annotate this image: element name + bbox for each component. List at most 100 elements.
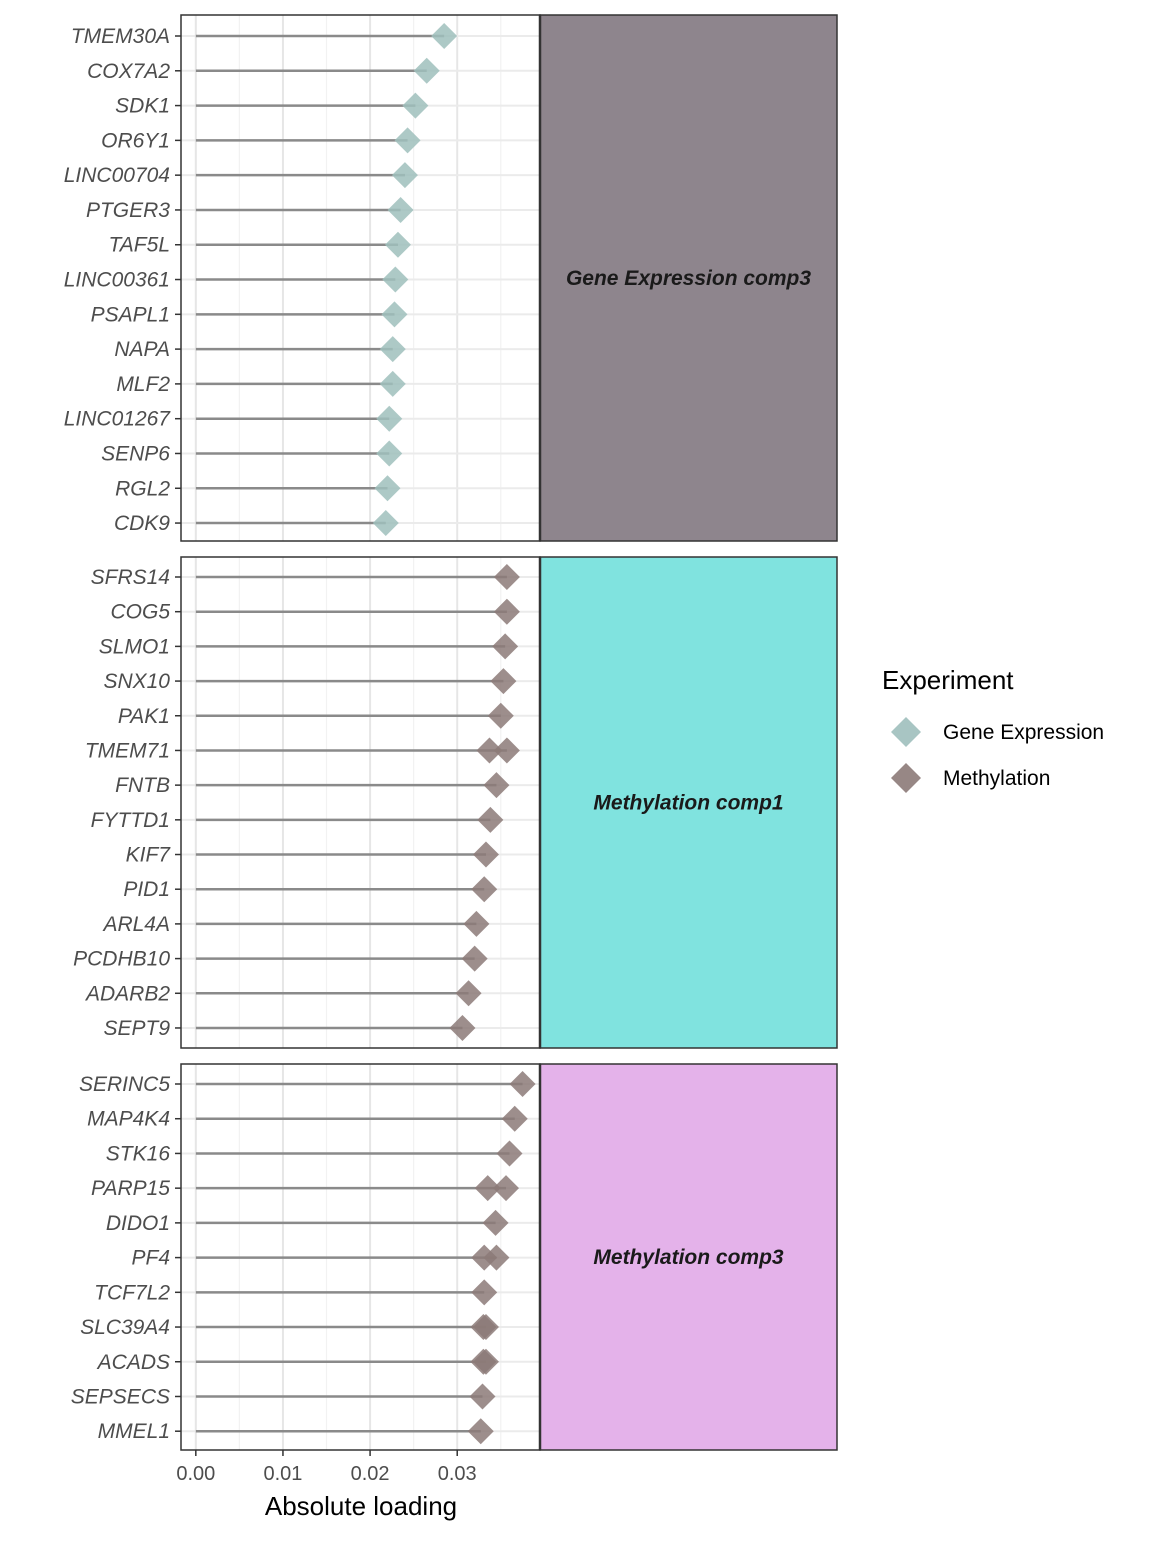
gene-label: RGL2 (115, 477, 170, 500)
gene-label: SEPT9 (103, 1017, 170, 1040)
loading-point (490, 668, 517, 695)
loading-point (472, 841, 499, 868)
loading-point (449, 1014, 476, 1041)
gene-label: PAK1 (118, 705, 170, 728)
gene-label: PCDHB10 (73, 948, 170, 971)
gene-label: TMEM30A (71, 25, 170, 48)
gene-label: ARL4A (101, 913, 170, 936)
gene-label: SDK1 (115, 95, 170, 118)
gene-label: PF4 (131, 1247, 170, 1270)
loading-point (472, 1348, 499, 1375)
loading-point (476, 737, 503, 764)
gene-label: SNX10 (103, 670, 170, 693)
loading-point (477, 806, 504, 833)
facet-panel: SFRS14 COG5 SLMO1 SNX10 PAK1 TMEM71 FNTB FYTTD1… (73, 556, 838, 1049)
loading-point (374, 475, 401, 502)
facet-strip-label: Methylation comp1 (593, 792, 783, 815)
loading-point (509, 1071, 536, 1097)
gene-label: DIDO1 (106, 1212, 170, 1235)
loading-point (376, 440, 403, 467)
legend-label: Methylation (943, 767, 1050, 790)
loading-point (483, 1244, 510, 1271)
gene-label: TMEM71 (85, 739, 170, 762)
x-axis-title: Absolute loading (265, 1491, 457, 1521)
loading-point (381, 301, 408, 328)
gene-label: PTGER3 (86, 199, 170, 222)
gene-label: PSAPL1 (91, 303, 170, 326)
gene-label: SERINC5 (79, 1073, 170, 1096)
gene-label: SFRS14 (91, 566, 170, 589)
loading-point (487, 702, 514, 729)
gene-label: PID1 (123, 878, 170, 901)
loading-point (413, 57, 440, 84)
x-tick-label: 0.01 (263, 1463, 302, 1485)
loading-point (474, 1175, 501, 1202)
panels-layer: TMEM30A COX7A2 SDK1 OR6Y1 LINC00704 PTGER3 TAF… (64, 14, 838, 1451)
gene-label: MAP4K4 (87, 1108, 170, 1131)
gene-label: LINC00361 (64, 269, 170, 292)
loading-point (431, 23, 458, 49)
gene-label: OR6Y1 (101, 129, 170, 152)
loading-point (384, 231, 411, 258)
x-axis: 0.00 0.01 0.02 0.03 (176, 1450, 477, 1485)
legend-entry: Gene Expression (891, 717, 1104, 747)
x-tick-label: 0.00 (176, 1463, 215, 1485)
legend-key (891, 763, 921, 793)
gene-label: LINC01267 (64, 408, 172, 431)
legend-entry: Methylation (891, 763, 1050, 793)
facet-strip-label: Gene Expression comp3 (566, 267, 811, 290)
gene-label: TCF7L2 (94, 1281, 170, 1304)
loading-point (493, 1175, 520, 1202)
legend-title: Experiment (882, 665, 1014, 695)
gene-label: SLC39A4 (80, 1316, 170, 1339)
loading-point (402, 92, 429, 119)
loading-point (493, 598, 520, 625)
gene-label: PARP15 (91, 1177, 170, 1200)
loading-point (461, 945, 488, 972)
gene-label: SEPSECS (71, 1385, 170, 1408)
loading-point (483, 772, 510, 799)
loading-point (471, 876, 498, 903)
loading-point (463, 910, 490, 937)
facet-strip (539, 1063, 838, 1451)
gene-label: FNTB (115, 774, 170, 797)
loading-point (394, 127, 421, 154)
x-tick-label: 0.02 (351, 1463, 390, 1485)
loading-point (482, 1209, 509, 1236)
facet-strip (539, 14, 838, 542)
gene-label: CDK9 (114, 512, 170, 535)
gene-label: NAPA (114, 338, 170, 361)
loading-point (372, 510, 399, 537)
loading-point (391, 162, 418, 189)
gene-label: ACADS (96, 1351, 170, 1374)
loading-point (493, 564, 520, 590)
gene-label: COX7A2 (87, 60, 170, 83)
loading-point (469, 1383, 496, 1410)
gene-label: SLMO1 (99, 635, 170, 658)
gene-label: COG5 (110, 601, 170, 624)
gene-label: KIF7 (126, 844, 172, 867)
legend-key (891, 717, 921, 747)
loading-point (501, 1105, 528, 1132)
loading-point (382, 266, 409, 293)
gene-label: TAF5L (109, 234, 170, 257)
x-tick-label: 0.03 (438, 1463, 477, 1485)
facet-panel: TMEM30A COX7A2 SDK1 OR6Y1 LINC00704 PTGER3 TAF… (64, 14, 838, 542)
loading-point (472, 1314, 499, 1341)
gene-label: FYTTD1 (91, 809, 170, 832)
loading-point (379, 370, 406, 397)
gene-label: ADARB2 (84, 982, 170, 1005)
loading-point (387, 196, 414, 223)
loading-point (376, 405, 403, 432)
gene-label: SENP6 (101, 442, 170, 465)
loading-point (455, 980, 482, 1007)
gene-label: MMEL1 (98, 1420, 170, 1443)
facet-strip-label: Methylation comp3 (593, 1246, 784, 1269)
loading-point (471, 1279, 498, 1306)
legend: Experiment Gene Expression Methylation (882, 665, 1104, 793)
facet-panel: SERINC5 MAP4K4 STK16 PARP15 DIDO1 PF4 TCF7L2 SL… (71, 1063, 838, 1451)
gene-label: STK16 (106, 1142, 171, 1165)
panel-background (181, 15, 540, 541)
